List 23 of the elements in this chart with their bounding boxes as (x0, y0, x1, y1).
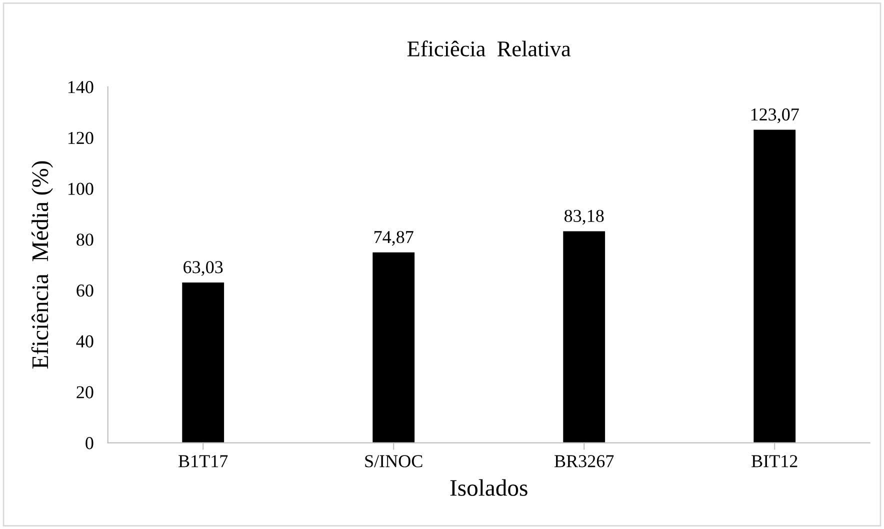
y-tick-label: 100 (68, 182, 94, 195)
data-label: 74,87 (374, 230, 414, 246)
x-axis-title: Isolados (450, 479, 528, 496)
y-tick-label: 140 (68, 81, 94, 94)
y-tick-label: 120 (68, 132, 94, 144)
x-tick-label: BR3267 (554, 455, 614, 468)
data-label: 63,03 (184, 261, 223, 276)
y-tick-label: 0 (86, 437, 94, 450)
y-tick-label: 20 (76, 386, 94, 398)
bar (182, 282, 224, 443)
y-tick-label: 40 (76, 335, 94, 348)
chart-title: Eficiêcia Relativa (407, 40, 571, 56)
data-label: 123,07 (751, 108, 799, 124)
x-tick-label: S/INOC (365, 455, 422, 468)
y-axis-title: Eficiência Média (%) (31, 161, 53, 369)
x-tick-label: BIT12 (752, 455, 798, 468)
y-tick-label: 60 (76, 284, 94, 297)
bar (754, 130, 796, 443)
bar (372, 252, 415, 443)
bar (563, 231, 606, 443)
x-tick-label: B1T17 (178, 455, 228, 468)
data-label: 83,18 (564, 210, 604, 225)
y-tick-label: 80 (76, 234, 94, 246)
